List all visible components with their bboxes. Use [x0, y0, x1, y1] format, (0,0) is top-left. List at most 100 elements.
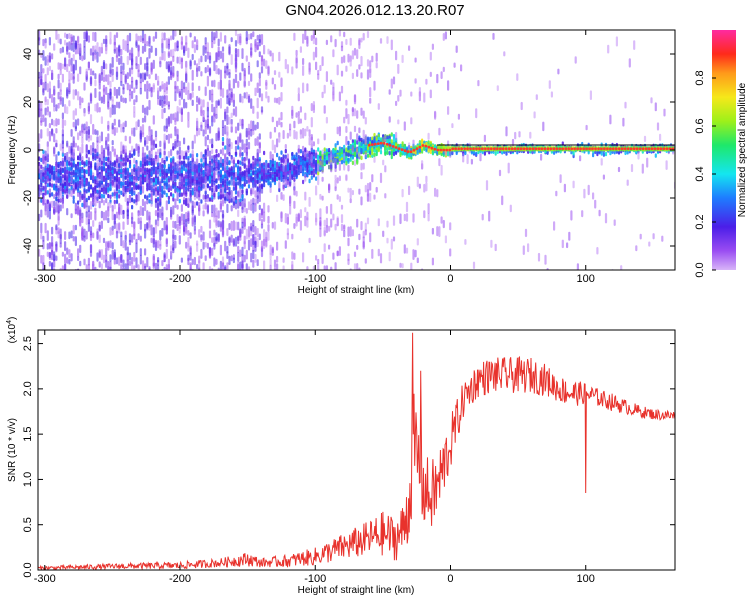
spectrogram-noise-cell: [128, 136, 132, 144]
spectrogram-cell: [191, 178, 194, 183]
spectrogram-noise-cell: [345, 38, 348, 46]
spectrogram-noise-cell: [384, 134, 387, 143]
spectrogram-noise-cell: [98, 84, 101, 90]
spectrogram-noise-cell: [241, 260, 244, 269]
spectrogram-noise-cell: [250, 98, 253, 109]
spectrogram-cell: [100, 193, 103, 199]
spectrogram-noise-cell: [185, 63, 188, 73]
spectrogram-noise-cell: [79, 192, 82, 199]
spectrogram-cell: [107, 193, 110, 199]
spectrogram-noise-cell: [111, 56, 114, 68]
spectrogram-noise-cell: [118, 57, 121, 66]
spectrogram-noise-cell: [163, 32, 166, 41]
spectrogram-noise-cell: [215, 207, 218, 218]
spectrogram-noise-cell: [89, 211, 93, 221]
spectrogram-noise-cell: [61, 118, 64, 130]
spectrogram-noise-cell: [328, 164, 331, 170]
spectrogram-noise-cell: [208, 219, 212, 229]
spectrogram-cell: [221, 162, 225, 167]
spectrogram-noise-cell: [213, 60, 216, 72]
spectrogram-cell: [224, 187, 227, 192]
spectrogram-noise-cell: [211, 138, 214, 145]
spectrogram-noise-cell: [345, 174, 348, 182]
spectrogram-noise-cell: [353, 251, 357, 258]
spectrogram-cell: [185, 186, 188, 191]
spectrogram-noise-cell: [111, 249, 114, 260]
spectrogram-noise-cell: [204, 55, 207, 63]
spectrogram-noise-cell: [176, 192, 179, 202]
spectrogram-noise-cell: [243, 170, 246, 178]
spectrogram-noise-cell: [131, 262, 134, 270]
spectrogram-noise-cell: [295, 131, 298, 140]
spectrogram-cell: [120, 190, 123, 196]
spectrogram-noise-cell: [366, 217, 370, 225]
spectrogram-noise-cell: [221, 187, 225, 198]
spectrogram-noise-cell: [46, 54, 49, 63]
spectrogram-noise-cell: [40, 52, 43, 58]
spectrogram-noise-cell: [310, 143, 313, 151]
spectrogram-noise-cell: [178, 90, 181, 97]
spectrogram-noise-cell: [291, 164, 294, 172]
spectrogram-noise-cell: [122, 213, 125, 219]
spectrogram-noise-cell: [38, 37, 41, 46]
spectrogram-cells: [38, 30, 675, 270]
spectrogram-noise-cell: [219, 32, 222, 42]
spectrogram-cell: [241, 152, 244, 157]
spectrogram-noise-cell: [118, 156, 121, 165]
spectrogram-noise-cell: [330, 154, 333, 165]
spectrogram-noise-cell: [137, 264, 140, 270]
spectrogram-noise-cell: [118, 207, 121, 216]
spectrogram-noise-cell: [157, 169, 160, 177]
spectrogram-noise-cell: [221, 88, 225, 98]
spectrogram-noise-cell: [340, 45, 344, 52]
spectrogram-noise-cell: [183, 225, 186, 236]
spectrogram-cell: [87, 195, 90, 201]
spectrogram-noise-cell: [315, 185, 318, 196]
spectrogram-noise-cell: [53, 85, 56, 96]
spectrogram-noise-cell: [48, 88, 51, 99]
spectrogram-cell: [122, 162, 125, 167]
spectrogram-noise-cell: [371, 248, 374, 259]
spectrogram-noise-cell: [120, 235, 123, 247]
spectrogram-noise-cell: [204, 202, 207, 210]
spectrogram-noise-cell: [340, 56, 344, 64]
spectrogram-noise-cell: [66, 89, 69, 99]
spectrogram-cell: [154, 143, 158, 149]
spectrogram-noise-cell: [68, 52, 71, 59]
spectrogram-noise-cell: [105, 210, 108, 221]
spectrogram-noise-cell: [304, 151, 307, 158]
spectrogram-cell: [351, 160, 354, 166]
spectrogram-noise-cell: [128, 196, 132, 202]
spectrogram-noise-cell: [297, 87, 300, 94]
spectrogram-noise-cell: [174, 117, 177, 126]
spectrogram-noise-cell: [217, 174, 220, 181]
spectrogram-noise-cell: [410, 117, 413, 125]
spectrogram-noise-cell: [408, 142, 411, 151]
spectrogram-noise-cell: [150, 86, 153, 98]
spectrogram-cell: [293, 154, 296, 159]
spectrogram-noise-cell: [254, 240, 257, 248]
spectrogram-noise-cell: [161, 166, 164, 174]
spectrogram-cell: [386, 139, 389, 144]
spectrogram-cell: [390, 132, 393, 137]
spectrogram-noise-cell: [122, 144, 125, 154]
spectrogram-noise-cell: [343, 116, 346, 124]
spectrogram-noise-cell: [392, 76, 396, 85]
spectrogram-noise-cell: [291, 66, 294, 75]
spectrogram-noise-cell: [267, 224, 270, 232]
spectrogram-noise-cell: [128, 32, 132, 42]
spectrogram-cell: [85, 169, 88, 175]
spectrogram-cell: [70, 157, 73, 162]
spectrogram-noise-cell: [176, 85, 179, 94]
spectrogram-noise-cell: [306, 150, 309, 161]
spectrogram-cell: [269, 183, 272, 188]
spectrogram-noise-cell: [120, 264, 123, 270]
spectrogram-noise-cell: [53, 254, 56, 261]
spectrogram-noise-cell: [83, 108, 86, 117]
spectrogram-noise-cell: [115, 32, 119, 39]
spectrogram-noise-cell: [150, 237, 153, 244]
spectrogram-noise-cell: [70, 129, 73, 137]
spectrogram-noise-cell: [438, 226, 441, 238]
spectrogram-noise-cell: [208, 68, 212, 77]
spectrogram-noise-cell: [232, 174, 235, 180]
